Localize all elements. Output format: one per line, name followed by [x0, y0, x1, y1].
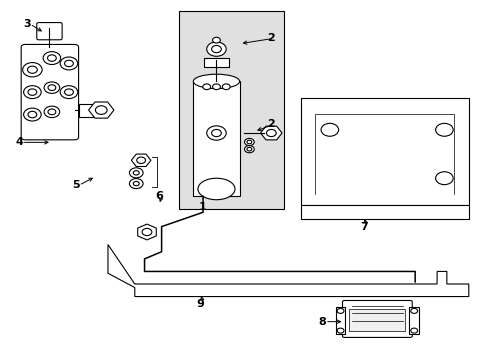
Circle shape [64, 60, 73, 67]
Circle shape [47, 55, 56, 61]
Text: 1: 1 [199, 202, 206, 212]
Circle shape [44, 106, 60, 118]
Ellipse shape [198, 178, 235, 200]
Text: 6: 6 [155, 191, 163, 201]
Circle shape [244, 145, 254, 153]
Circle shape [48, 85, 56, 90]
Circle shape [44, 82, 60, 93]
Text: 2: 2 [267, 120, 275, 129]
Bar [79, 104, 93, 117]
Circle shape [211, 45, 221, 53]
Circle shape [23, 86, 41, 99]
Circle shape [27, 66, 37, 73]
Circle shape [206, 42, 226, 56]
Text: 2: 2 [267, 33, 275, 43]
Circle shape [60, 86, 78, 99]
Circle shape [246, 140, 251, 144]
Circle shape [410, 328, 417, 333]
Bar [348, 309, 405, 330]
Bar [408, 307, 418, 334]
Circle shape [244, 138, 254, 145]
Ellipse shape [193, 74, 239, 89]
Text: 4: 4 [15, 138, 23, 147]
Circle shape [435, 123, 452, 136]
Bar [204, 58, 228, 67]
Circle shape [129, 179, 143, 189]
FancyBboxPatch shape [37, 23, 62, 40]
Circle shape [137, 157, 145, 163]
FancyBboxPatch shape [342, 301, 411, 337]
Circle shape [266, 130, 276, 136]
Bar [178, 12, 283, 209]
Bar [300, 205, 468, 220]
Text: 9: 9 [196, 299, 204, 309]
Circle shape [206, 126, 226, 140]
Text: 5: 5 [72, 180, 80, 190]
Circle shape [435, 172, 452, 185]
Polygon shape [108, 244, 468, 297]
FancyBboxPatch shape [300, 98, 468, 205]
Circle shape [64, 89, 73, 95]
Circle shape [212, 37, 220, 43]
Circle shape [129, 168, 143, 178]
Circle shape [95, 106, 107, 114]
Circle shape [410, 309, 417, 314]
Circle shape [211, 130, 221, 136]
Circle shape [28, 89, 37, 95]
Text: 3: 3 [23, 19, 31, 29]
Circle shape [22, 63, 42, 77]
Circle shape [203, 84, 210, 90]
Text: 7: 7 [359, 222, 367, 231]
Circle shape [133, 171, 139, 175]
Circle shape [336, 328, 343, 333]
Circle shape [321, 123, 338, 136]
FancyBboxPatch shape [21, 44, 79, 140]
Circle shape [336, 309, 343, 314]
Circle shape [222, 84, 230, 90]
Circle shape [28, 111, 37, 118]
Text: 8: 8 [318, 317, 325, 327]
Bar [335, 307, 345, 334]
Circle shape [60, 57, 78, 70]
Circle shape [212, 84, 220, 90]
Circle shape [133, 181, 139, 186]
Bar [193, 81, 239, 196]
Circle shape [23, 108, 41, 121]
Circle shape [48, 109, 56, 115]
Circle shape [246, 147, 251, 151]
Circle shape [43, 51, 61, 64]
Circle shape [142, 228, 152, 235]
